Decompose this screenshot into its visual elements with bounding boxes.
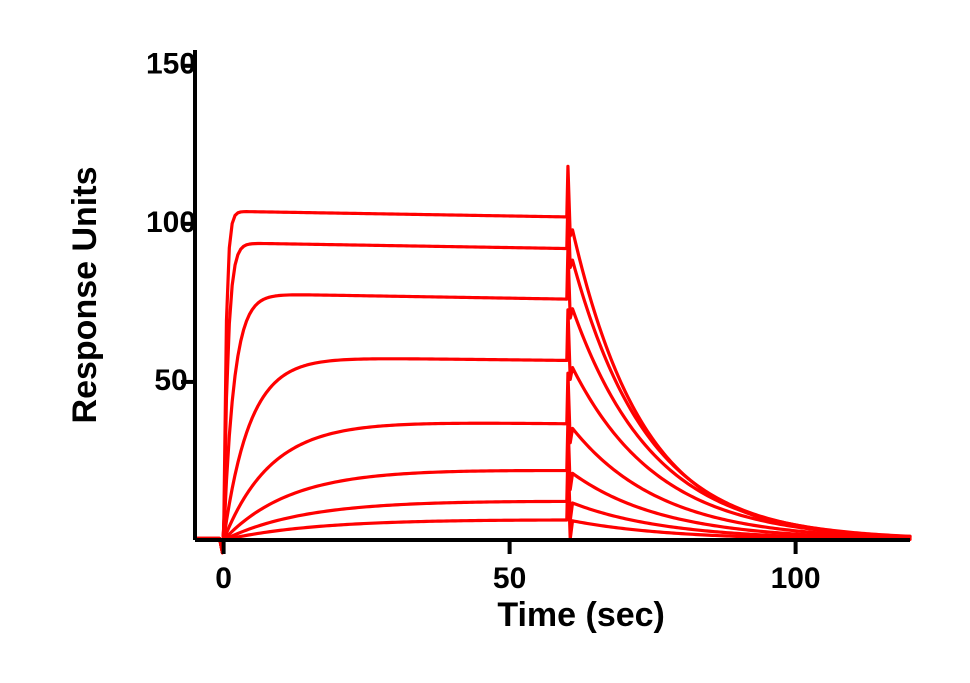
series-1	[195, 198, 910, 553]
chart-svg: 0 50 100 50 100 150 Time (sec) Response Units	[0, 0, 970, 683]
series-2	[195, 249, 910, 553]
x-tick-label: 0	[215, 562, 232, 595]
x-tick-label: 100	[771, 562, 821, 595]
y-tick-label: 150	[146, 48, 196, 81]
series-group	[195, 166, 910, 552]
y-axis-title: Response Units	[66, 167, 104, 424]
x-tick-label: 50	[493, 562, 526, 595]
y-tick-label: 100	[146, 206, 196, 239]
sensorgram-chart: 0 50 100 50 100 150 Time (sec) Response Units	[0, 0, 970, 683]
y-tick-label: 50	[154, 364, 187, 397]
x-axis-title: Time (sec)	[497, 596, 665, 634]
